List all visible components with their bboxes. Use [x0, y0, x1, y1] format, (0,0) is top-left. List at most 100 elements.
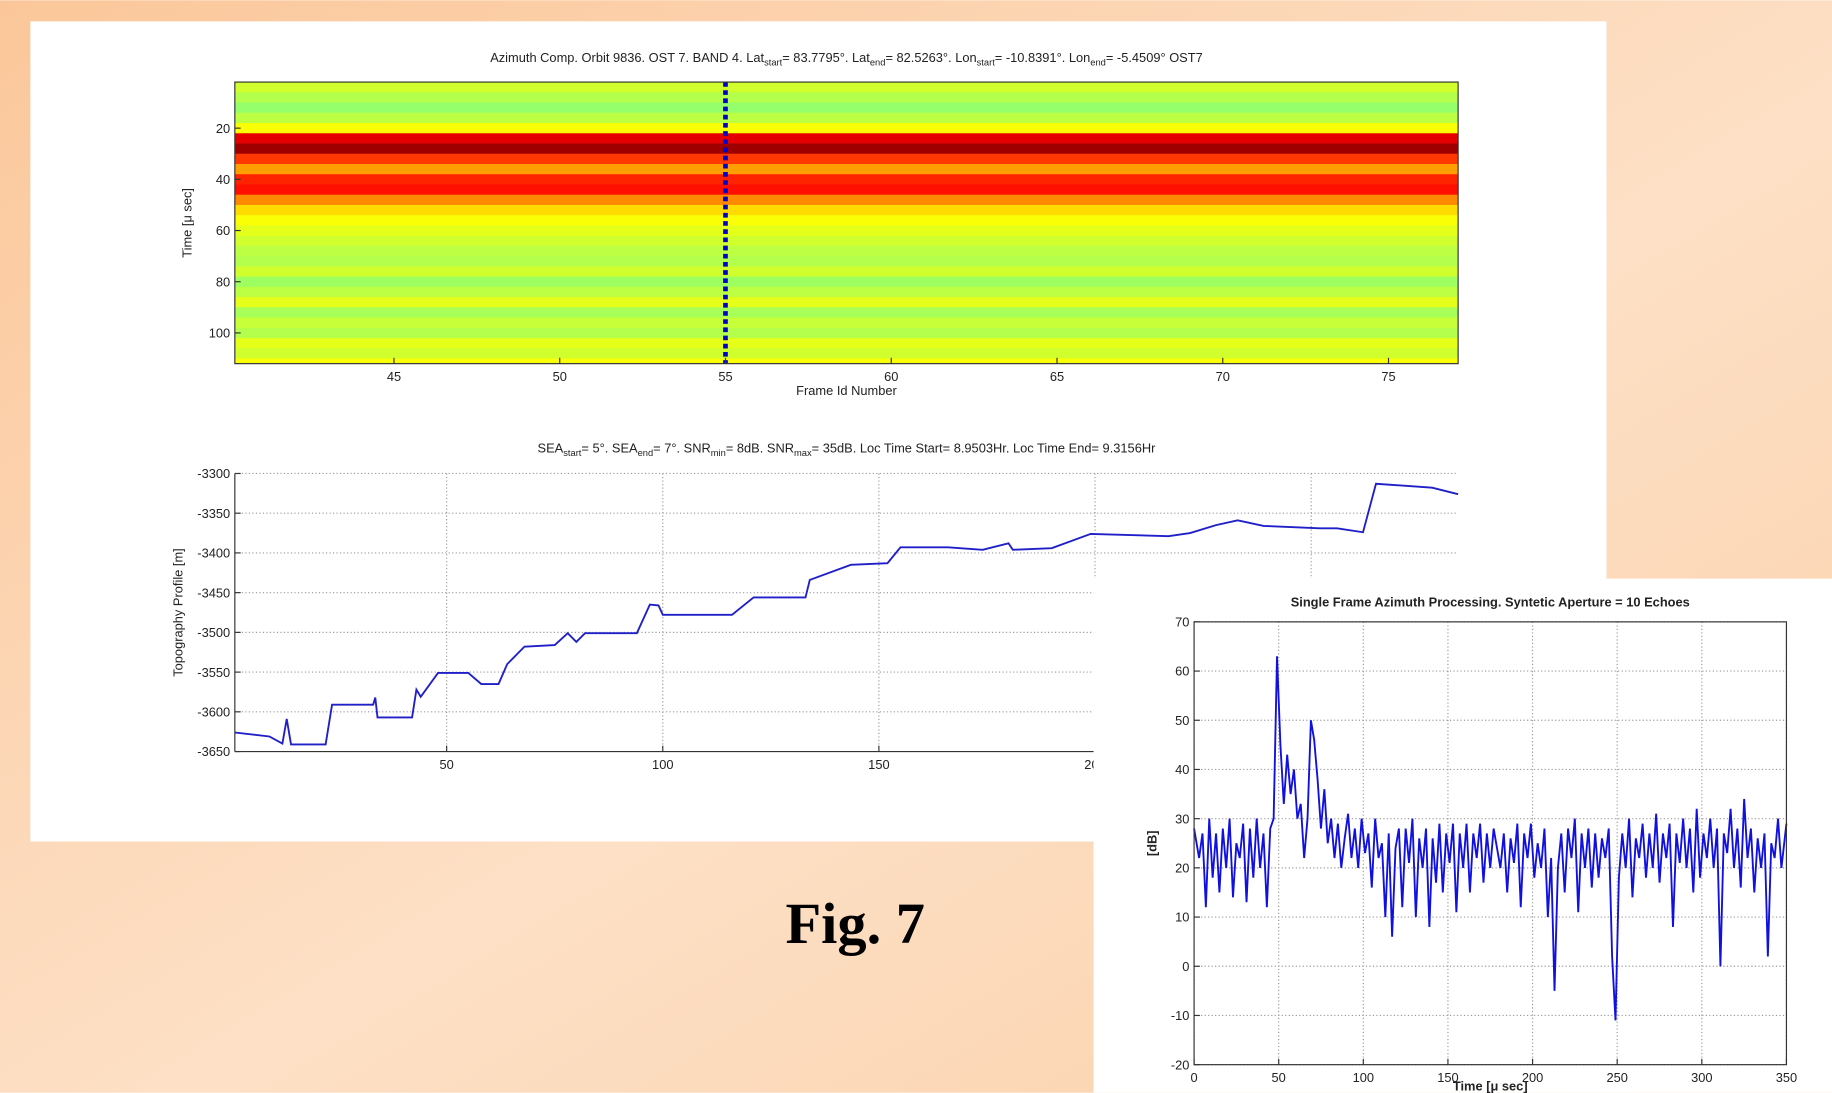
- title-part: Single Frame Azimuth Processing. Synteti…: [1291, 595, 1690, 610]
- heatmap-row: [234, 102, 1459, 114]
- heatmap-row: [234, 317, 1459, 329]
- title-part: max: [794, 448, 812, 458]
- heatmap-row: [234, 82, 1459, 93]
- y-tick-label: 60: [1175, 664, 1189, 679]
- y-tick-label: 30: [1175, 811, 1189, 826]
- heatmap-row: [234, 133, 1459, 145]
- title-part: = -5.4509° OST7: [1106, 50, 1203, 65]
- y-tick-label: -3650: [197, 744, 230, 759]
- y-tick-label: -3500: [197, 625, 230, 640]
- title-part: = 83.7795°. Lat: [782, 50, 870, 65]
- x-axis-label: Time [μ sec]: [1453, 1078, 1528, 1093]
- heatmap-row: [234, 184, 1459, 196]
- x-tick-label: 50: [1272, 1070, 1286, 1085]
- title-part: = 7°. SNR: [653, 440, 711, 455]
- title-part: min: [711, 448, 726, 458]
- x-tick-label: 100: [652, 757, 673, 772]
- y-tick-label: -3600: [197, 704, 230, 719]
- title-part: end: [870, 58, 886, 68]
- heatmap-row: [234, 215, 1459, 227]
- heatmap-row: [234, 143, 1459, 155]
- data-line: [1193, 656, 1788, 1021]
- title-part: = 5°. SEA: [581, 440, 638, 455]
- heatmap-row: [234, 245, 1459, 257]
- heatmap-row: [234, 276, 1459, 288]
- plot-frame: [1193, 621, 1788, 1066]
- y-axis-label: [dB]: [1145, 830, 1160, 856]
- heatmap-row: [234, 286, 1459, 298]
- title-part: start: [764, 58, 783, 68]
- x-tick-label: 50: [553, 369, 567, 384]
- x-tick-label: 200: [1522, 1070, 1543, 1085]
- title-part: SEA: [538, 440, 564, 455]
- heatmap-row: [234, 204, 1459, 216]
- y-axis-label: Time [μ sec]: [180, 188, 195, 258]
- heatmap-row: [234, 327, 1459, 339]
- x-tick-label: 350: [1776, 1070, 1797, 1085]
- title-part: end: [1090, 58, 1106, 68]
- heatmap-row: [234, 153, 1459, 165]
- heatmap-row: [234, 123, 1459, 134]
- heatmap-row: [234, 92, 1459, 104]
- heatmap-row: [234, 266, 1459, 278]
- y-tick-label: -3300: [197, 466, 230, 481]
- title-part: = -10.8391°. Lon: [995, 50, 1090, 65]
- y-tick-label: 40: [216, 172, 230, 187]
- x-tick-label: 60: [884, 369, 898, 384]
- x-tick-label: 250: [1606, 1070, 1627, 1085]
- x-tick-label: 45: [387, 369, 401, 384]
- y-tick-label: -3400: [197, 546, 230, 561]
- y-tick-label: 20: [216, 121, 230, 136]
- heatmap-row: [234, 358, 1459, 364]
- x-tick-label: 75: [1381, 369, 1395, 384]
- title-part: = 35dB. Loc Time Start= 8.9503Hr. Loc Ti…: [812, 440, 1156, 455]
- title-part: start: [563, 448, 582, 458]
- profile-chart: SEAstart= 5°. SEAend= 7°. SNRmin= 8dB. S…: [170, 440, 1459, 772]
- y-tick-label: 0: [1182, 959, 1189, 974]
- y-tick-label: 70: [1175, 615, 1189, 630]
- y-tick-label: -3450: [197, 585, 230, 600]
- title-part: start: [977, 58, 996, 68]
- caption: Fig. 7: [785, 891, 925, 956]
- x-tick-label: 100: [1353, 1070, 1374, 1085]
- x-tick-label: 50: [439, 757, 453, 772]
- chart-title: Single Frame Azimuth Processing. Synteti…: [1291, 595, 1690, 610]
- x-tick-label: 0: [1190, 1070, 1197, 1085]
- y-tick-label: -3350: [197, 506, 230, 521]
- x-tick-label: 65: [1050, 369, 1064, 384]
- heatmap-row: [234, 112, 1459, 124]
- heatmap-row: [234, 307, 1459, 319]
- panel: [1093, 578, 1832, 1093]
- x-tick-label: 70: [1216, 369, 1230, 384]
- x-axis-label: Frame Id Number: [796, 383, 897, 398]
- data-line: [234, 482, 1459, 746]
- heatmap-row: [234, 297, 1459, 308]
- heatmap-row: [234, 225, 1459, 237]
- y-tick-label: 20: [1175, 861, 1189, 876]
- echo-chart: Single Frame Azimuth Processing. Synteti…: [1145, 595, 1797, 1093]
- y-tick-label: 10: [1175, 910, 1189, 925]
- heatmap-row: [234, 256, 1459, 267]
- heatmap-row: [234, 163, 1459, 175]
- heatmap-row: [234, 348, 1459, 360]
- title-part: = 8dB. SNR: [726, 440, 794, 455]
- y-tick-label: 60: [216, 223, 230, 238]
- title-part: = 82.5263°. Lon: [885, 50, 976, 65]
- title-part: Azimuth Comp. Orbit 9836. OST 7. BAND 4.…: [490, 50, 764, 65]
- y-tick-label: -20: [1171, 1057, 1190, 1072]
- heatmap-row: [234, 174, 1459, 186]
- plot-frame: [234, 81, 1459, 365]
- heatmap-row: [234, 235, 1459, 247]
- y-axis-label: Topography Profile [m]: [170, 548, 185, 677]
- x-tick-label: 300: [1691, 1070, 1712, 1085]
- x-tick-label: 150: [868, 757, 889, 772]
- title-part: end: [638, 448, 654, 458]
- x-tick-label: 150: [1437, 1070, 1458, 1085]
- chart-title: SEAstart= 5°. SEAend= 7°. SNRmin= 8dB. S…: [538, 440, 1157, 458]
- y-tick-label: 50: [1175, 713, 1189, 728]
- y-tick-label: 40: [1175, 762, 1189, 777]
- chart-title: Azimuth Comp. Orbit 9836. OST 7. BAND 4.…: [490, 50, 1203, 68]
- heatmap-row: [234, 194, 1459, 206]
